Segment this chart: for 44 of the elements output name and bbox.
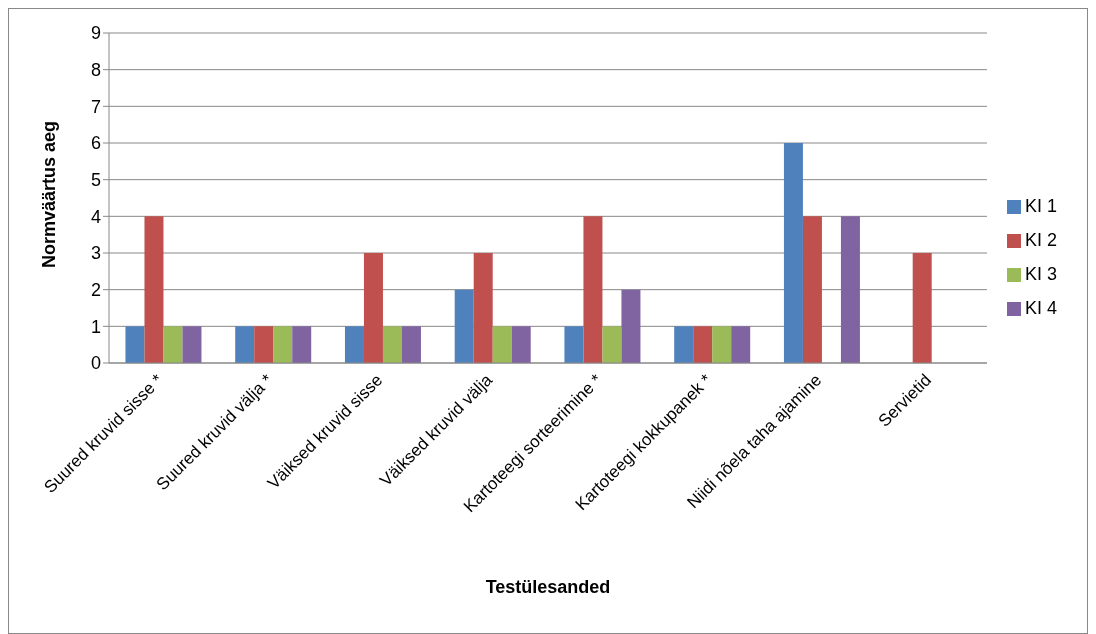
- bar: [602, 326, 622, 363]
- y-tick-label: 1: [90, 316, 101, 337]
- y-tick-label: 2: [90, 280, 101, 301]
- y-tick-label: 5: [90, 170, 101, 191]
- legend-label: KI 4: [1024, 298, 1057, 318]
- bar: [344, 326, 364, 363]
- bar: [401, 326, 421, 363]
- legend-label: KI 3: [1024, 264, 1057, 284]
- y-tick-label: 7: [90, 96, 101, 117]
- bar: [292, 326, 312, 363]
- y-tick-label: 3: [90, 243, 101, 264]
- y-tick-label: 8: [90, 60, 101, 81]
- y-tick-label: 6: [90, 133, 101, 154]
- y-tick-label: 0: [90, 353, 101, 374]
- bar: [454, 289, 474, 363]
- bar: [492, 326, 512, 363]
- bar: [511, 326, 531, 363]
- bar: [254, 326, 274, 363]
- bar: [840, 216, 860, 363]
- bar: [273, 326, 293, 363]
- legend-label: KI 1: [1024, 196, 1057, 216]
- bar: [473, 253, 493, 363]
- bar: [363, 253, 383, 363]
- bar: [912, 253, 932, 363]
- y-tick-label: 4: [90, 206, 101, 227]
- bar: [802, 216, 822, 363]
- y-tick-label: 9: [90, 23, 101, 44]
- bar: [783, 143, 803, 363]
- bar: [564, 326, 584, 363]
- bar: [235, 326, 255, 363]
- bar: [731, 326, 751, 363]
- legend-label: KI 2: [1024, 230, 1057, 250]
- bar: [712, 326, 732, 363]
- bar: [382, 326, 402, 363]
- y-axis-title: Normväärtus aeg: [39, 120, 60, 268]
- bar: [125, 326, 145, 363]
- bar: [163, 326, 183, 363]
- bar: [182, 326, 202, 363]
- bar: [621, 289, 641, 363]
- bar: [693, 326, 713, 363]
- bar: [583, 216, 603, 363]
- bar: [144, 216, 164, 363]
- x-axis-title: Testülesanded: [485, 577, 611, 597]
- bar: [674, 326, 694, 363]
